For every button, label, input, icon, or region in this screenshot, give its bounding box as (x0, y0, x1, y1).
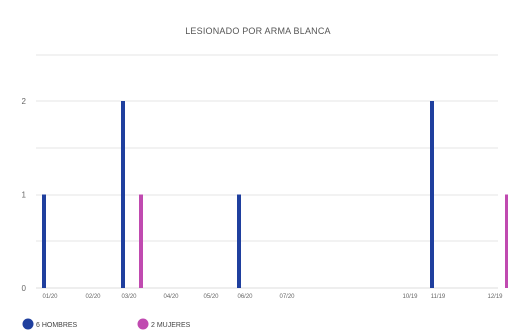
bar-hombres-11-19 (430, 101, 434, 288)
y-tick-label: 1 (22, 191, 27, 200)
x-tick-label: 12/19 (487, 294, 503, 300)
bars (42, 101, 508, 288)
x-tick-label: 03/20 (121, 294, 137, 300)
bar-hombres-01-20 (42, 194, 46, 288)
legend-swatch (22, 318, 34, 330)
legend: 6 HOMBRES 2 MUJERES (22, 318, 191, 330)
x-tick-label: 05/20 (203, 294, 219, 300)
chart-title: LESIONADO POR ARMA BLANCA (185, 26, 331, 36)
x-tick-label: 11/19 (431, 294, 446, 300)
legend-swatch (137, 318, 149, 330)
bar-hombres-03-20 (121, 101, 125, 288)
y-tick-label: 0 (22, 284, 27, 293)
x-tick-label: 06/20 (237, 294, 253, 300)
y-tick-label: 2 (22, 97, 27, 106)
grid-lines (36, 54, 498, 289)
x-tick-label: 07/20 (279, 294, 295, 300)
x-tick-label: 04/20 (163, 294, 179, 300)
x-tick-label: 02/20 (85, 294, 101, 300)
legend-label: 6 HOMBRES (36, 322, 78, 329)
bar-mujeres-12-19 (505, 194, 508, 288)
x-axis-ticks: 01/20 02/20 03/20 04/20 05/20 06/20 07/20 10/19… (42, 294, 503, 300)
x-tick-label: 01/20 (42, 294, 58, 300)
legend-label: 2 MUJERES (151, 322, 191, 329)
bar-hombres-06-20 (237, 194, 241, 288)
x-tick-label: 10/19 (402, 294, 418, 300)
bar-mujeres-03-20 (139, 194, 143, 288)
y-axis-ticks: 0 1 2 (22, 97, 27, 293)
